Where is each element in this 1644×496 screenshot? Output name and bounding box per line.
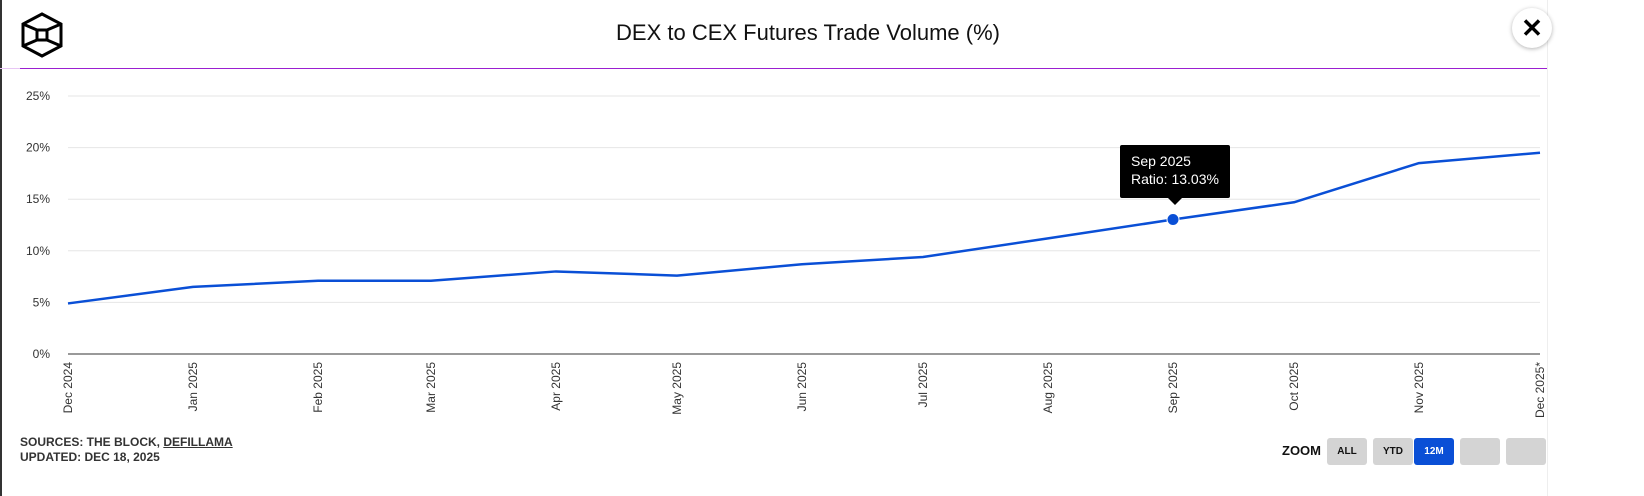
the-block-logo-icon xyxy=(21,12,63,58)
y-tick-label: 25% xyxy=(26,89,50,103)
footer: SOURCES: THE BLOCK, DEFILLAMA UPDATED: D… xyxy=(20,435,233,465)
x-tick-label: Apr 2025 xyxy=(549,362,563,411)
series-line xyxy=(67,151,1541,305)
tooltip-title: Sep 2025 xyxy=(1131,153,1191,169)
x-tick-label: Nov 2025 xyxy=(1412,362,1426,414)
x-tick-label: Jun 2025 xyxy=(795,362,809,412)
zoom-button-blank-1[interactable] xyxy=(1460,438,1500,465)
x-tick-label: Jan 2025 xyxy=(186,362,200,412)
y-tick-label: 0% xyxy=(33,347,51,361)
x-tick-label: Aug 2025 xyxy=(1041,362,1055,414)
x-tick-label: May 2025 xyxy=(670,362,684,415)
zoom-button-blank-2[interactable] xyxy=(1506,438,1546,465)
zoom-12m-button[interactable]: 12M xyxy=(1414,438,1454,465)
scroll-gutter xyxy=(1547,0,1644,496)
header-divider xyxy=(20,68,1547,69)
tooltip: Sep 2025 Ratio: 13.03% xyxy=(1120,145,1230,205)
x-tick-label: Mar 2025 xyxy=(424,362,438,413)
y-tick-label: 5% xyxy=(33,295,51,309)
zoom-label: ZOOM xyxy=(1282,443,1321,458)
x-tick-label: Dec 2024 xyxy=(61,362,75,414)
updated-label: UPDATED: DEC 18, 2025 xyxy=(20,450,160,464)
hovered-data-point xyxy=(1166,213,1180,227)
y-tick-label: 15% xyxy=(26,192,50,206)
chart-title: DEX to CEX Futures Trade Volume (%) xyxy=(616,20,1000,45)
tooltip-text: Ratio: 13.03% xyxy=(1131,171,1219,187)
x-tick-label: Dec 2025* xyxy=(1533,362,1547,418)
y-tick-label: 10% xyxy=(26,244,50,258)
divider xyxy=(0,68,20,69)
defillama-link[interactable]: DEFILLAMA xyxy=(163,435,233,449)
zoom-ytd-button[interactable]: YTD xyxy=(1373,438,1413,465)
y-tick-label: 20% xyxy=(26,141,50,155)
sources-label: SOURCES: THE BLOCK, xyxy=(20,435,164,449)
zoom-all-button[interactable]: ALL xyxy=(1327,438,1367,465)
x-tick-label: Feb 2025 xyxy=(311,362,325,413)
close-button[interactable]: ✕ xyxy=(1512,8,1552,48)
x-tick-label: Oct 2025 xyxy=(1287,362,1301,411)
window-edge xyxy=(0,0,2,496)
x-tick-label: Sep 2025 xyxy=(1166,362,1180,414)
x-tick-label: Jul 2025 xyxy=(916,362,930,408)
